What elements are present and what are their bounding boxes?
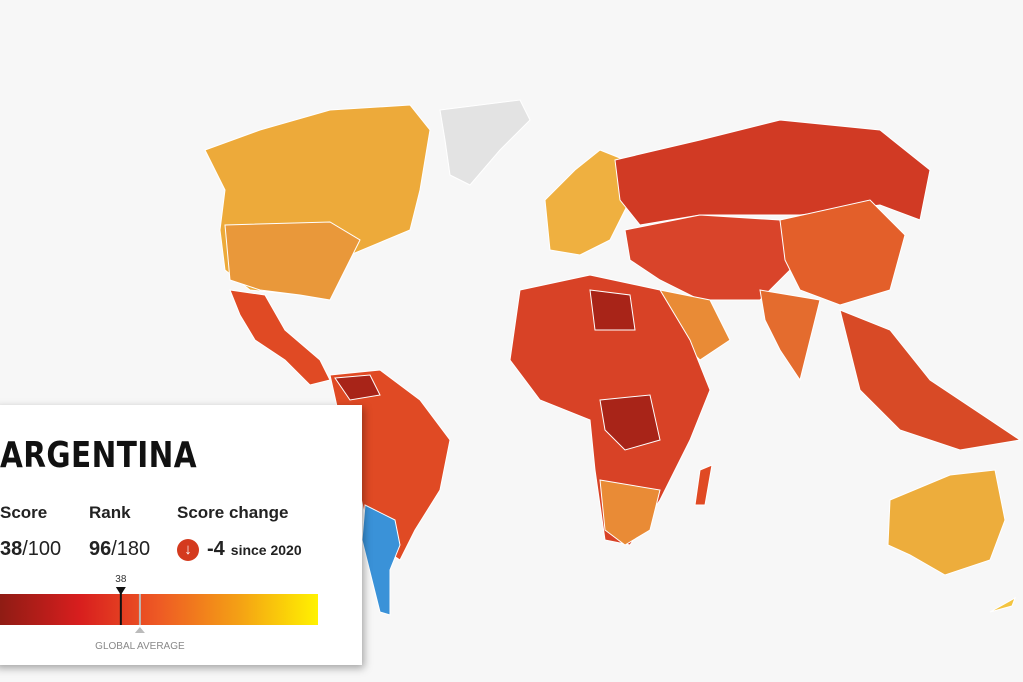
libya (589, 289, 636, 331)
mexico-central (229, 289, 331, 386)
venezuela (334, 374, 381, 401)
russia (614, 119, 931, 226)
madagascar (694, 464, 713, 506)
score-scale: GLOBAL AVERAGE 38 (0, 575, 318, 652)
score-marker-label: 38 (115, 575, 127, 585)
central-africa (599, 394, 661, 451)
global-average-label: GLOBAL AVERAGE (95, 641, 185, 652)
usa (224, 221, 361, 301)
country-name: ARGENTINA (0, 435, 198, 476)
score: 38/100 (0, 538, 61, 561)
southern-africa (599, 479, 661, 546)
change: ↓ -4 since 2020 (177, 538, 302, 561)
change-since: since 2020 (230, 542, 302, 558)
score-label: Score (0, 503, 48, 522)
down-arrow: ↓ (177, 538, 199, 561)
scale-bar (0, 594, 318, 625)
score-marker (115, 587, 126, 595)
score-max: /100 (22, 538, 62, 560)
country-card: ARGENTINA Score Rank Score change 38/100… (0, 405, 362, 665)
middle-east-asia (624, 214, 791, 301)
change-label: Score change (177, 503, 289, 522)
rank-max: /180 (111, 538, 151, 560)
southeast-asia (839, 309, 1022, 451)
global-average-marker (134, 627, 145, 633)
change-value: -4 (207, 538, 225, 560)
countries (204, 99, 1022, 616)
india (759, 289, 821, 382)
new-zealand (989, 596, 1016, 613)
rank-label: Rank (89, 503, 131, 522)
greenland (439, 99, 531, 186)
score-value: 38 (0, 538, 23, 560)
australia (887, 469, 1006, 576)
rank: 96/180 (89, 538, 150, 561)
rank-value: 96 (89, 538, 112, 560)
argentina (361, 504, 401, 616)
china (779, 199, 906, 306)
